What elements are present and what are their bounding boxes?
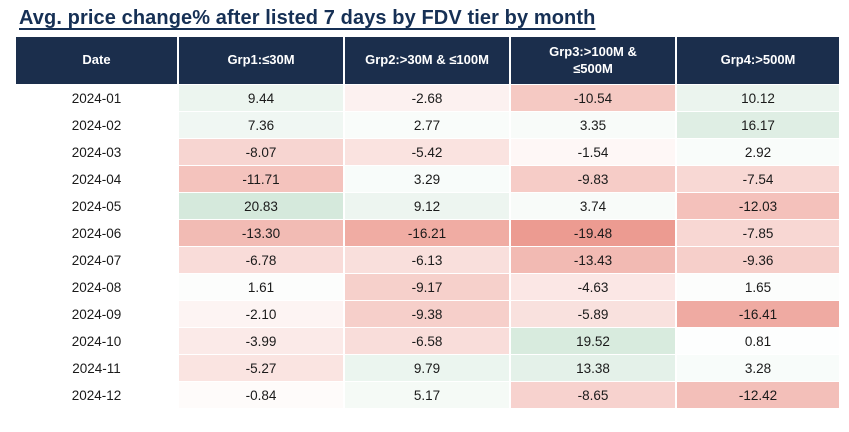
value-cell: -12.03	[677, 193, 839, 219]
table-row: 2024-06 -13.30 -16.21 -19.48 -7.85	[16, 220, 839, 246]
table-row: 2024-03 -8.07 -5.42 -1.54 2.92	[16, 139, 839, 165]
value-cell: 19.52	[511, 328, 675, 354]
table-header: Date Grp1:≤30M Grp2:>30M & ≤100M Grp3:>1…	[16, 37, 839, 84]
value-cell: 0.81	[677, 328, 839, 354]
value-cell: -6.78	[179, 247, 343, 273]
value-cell: 9.12	[345, 193, 509, 219]
value-cell: -9.36	[677, 247, 839, 273]
page-title-text: Avg. price change% after listed 7 days b…	[19, 7, 596, 29]
value-cell: 3.35	[511, 112, 675, 138]
row-date: 2024-03	[16, 139, 177, 165]
table-row: 2024-10 -3.99 -6.58 19.52 0.81	[16, 328, 839, 354]
table-row: 2024-08 1.61 -9.17 -4.63 1.65	[16, 274, 839, 300]
value-cell: -5.27	[179, 355, 343, 381]
value-cell: -2.10	[179, 301, 343, 327]
value-cell: 20.83	[179, 193, 343, 219]
value-cell: -16.21	[345, 220, 509, 246]
table-row: 2024-12 -0.84 5.17 -8.65 -12.42	[16, 382, 839, 408]
table-row: 2024-04 -11.71 3.29 -9.83 -7.54	[16, 166, 839, 192]
value-cell: -13.30	[179, 220, 343, 246]
header-row: Date Grp1:≤30M Grp2:>30M & ≤100M Grp3:>1…	[16, 37, 839, 84]
value-cell: -3.99	[179, 328, 343, 354]
row-date: 2024-06	[16, 220, 177, 246]
value-cell: -8.65	[511, 382, 675, 408]
value-cell: 10.12	[677, 85, 839, 111]
value-cell: 1.61	[179, 274, 343, 300]
table-row: 2024-09 -2.10 -9.38 -5.89 -16.41	[16, 301, 839, 327]
value-cell: -5.42	[345, 139, 509, 165]
value-cell: -5.89	[511, 301, 675, 327]
value-cell: -9.17	[345, 274, 509, 300]
value-cell: -4.63	[511, 274, 675, 300]
page-title: Avg. price change% after listed 7 days b…	[0, 0, 849, 30]
fdv-heatmap-table: Date Grp1:≤30M Grp2:>30M & ≤100M Grp3:>1…	[14, 36, 841, 409]
column-header-grp3: Grp3:>100M & ≤500M	[511, 37, 675, 84]
value-cell: -8.07	[179, 139, 343, 165]
value-cell: 7.36	[179, 112, 343, 138]
row-date: 2024-07	[16, 247, 177, 273]
value-cell: -2.68	[345, 85, 509, 111]
value-cell: 9.79	[345, 355, 509, 381]
row-date: 2024-10	[16, 328, 177, 354]
value-cell: -7.85	[677, 220, 839, 246]
row-date: 2024-01	[16, 85, 177, 111]
value-cell: -13.43	[511, 247, 675, 273]
row-date: 2024-12	[16, 382, 177, 408]
value-cell: 3.28	[677, 355, 839, 381]
value-cell: -19.48	[511, 220, 675, 246]
table-row: 2024-02 7.36 2.77 3.35 16.17	[16, 112, 839, 138]
value-cell: 2.77	[345, 112, 509, 138]
table-row: 2024-01 9.44 -2.68 -10.54 10.12	[16, 85, 839, 111]
table-row: 2024-05 20.83 9.12 3.74 -12.03	[16, 193, 839, 219]
row-date: 2024-02	[16, 112, 177, 138]
table-row: 2024-07 -6.78 -6.13 -13.43 -9.36	[16, 247, 839, 273]
table-row: 2024-11 -5.27 9.79 13.38 3.28	[16, 355, 839, 381]
value-cell: -10.54	[511, 85, 675, 111]
value-cell: 3.29	[345, 166, 509, 192]
value-cell: -6.58	[345, 328, 509, 354]
column-header-grp4: Grp4:>500M	[677, 37, 839, 84]
column-header-grp2: Grp2:>30M & ≤100M	[345, 37, 509, 84]
value-cell: 9.44	[179, 85, 343, 111]
table-body: 2024-01 9.44 -2.68 -10.54 10.12 2024-02 7.36 2.…	[16, 85, 839, 408]
value-cell: -1.54	[511, 139, 675, 165]
value-cell: 2.92	[677, 139, 839, 165]
value-cell: -12.42	[677, 382, 839, 408]
row-date: 2024-11	[16, 355, 177, 381]
value-cell: 13.38	[511, 355, 675, 381]
value-cell: -6.13	[345, 247, 509, 273]
row-date: 2024-04	[16, 166, 177, 192]
value-cell: -0.84	[179, 382, 343, 408]
value-cell: 1.65	[677, 274, 839, 300]
value-cell: 3.74	[511, 193, 675, 219]
value-cell: -7.54	[677, 166, 839, 192]
value-cell: 5.17	[345, 382, 509, 408]
column-header-date: Date	[16, 37, 177, 84]
value-cell: -16.41	[677, 301, 839, 327]
value-cell: -11.71	[179, 166, 343, 192]
column-header-grp1: Grp1:≤30M	[179, 37, 343, 84]
row-date: 2024-09	[16, 301, 177, 327]
value-cell: -9.83	[511, 166, 675, 192]
row-date: 2024-08	[16, 274, 177, 300]
row-date: 2024-05	[16, 193, 177, 219]
value-cell: -9.38	[345, 301, 509, 327]
value-cell: 16.17	[677, 112, 839, 138]
